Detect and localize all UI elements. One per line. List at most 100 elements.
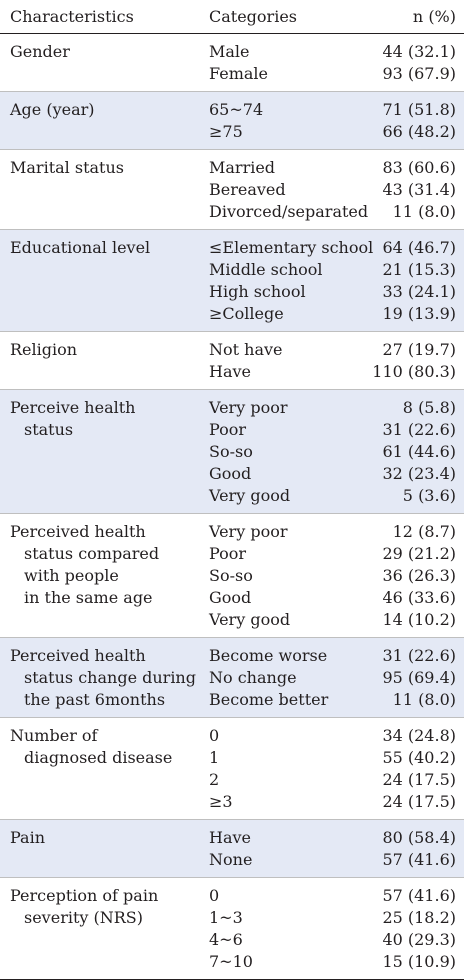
table-row: Not have 27 (19.7) — [0, 339, 464, 361]
characteristic-label-line: status change during — [24, 668, 196, 687]
count-percent-cell: 29 (21.2) — [382, 544, 456, 563]
table-group: Perceive health status Very poor 8 (5.8) Poo… — [0, 390, 464, 514]
table-row: Have 80 (58.4) — [0, 827, 464, 849]
characteristic-label-line: Pain — [10, 828, 46, 847]
category-cell: So-so — [209, 442, 253, 461]
table-row: Have 110 (80.3) — [0, 361, 464, 383]
table-row: 0 34 (24.8) — [0, 725, 464, 747]
table-row: Divorced/separated 11 (8.0) — [0, 201, 464, 223]
table-group: Marital status Married 83 (60.6) Bereaved 43… — [0, 150, 464, 230]
header-characteristics: Characteristics — [10, 7, 134, 26]
table-row: ≥College 19 (13.9) — [0, 303, 464, 325]
table-group: Religion Not have 27 (19.7) Have 110 (80.3) — [0, 332, 464, 390]
category-cell: Very good — [209, 610, 291, 629]
count-percent-cell: 46 (33.6) — [382, 588, 456, 607]
characteristic-label-line: with people — [24, 566, 119, 585]
table-row: Poor 29 (21.2) — [0, 543, 464, 565]
category-cell: No change — [209, 668, 297, 687]
characteristic-label: Educational level — [10, 237, 200, 259]
table-row: 7~10 15 (10.9) — [0, 951, 464, 973]
count-percent-cell: 31 (22.6) — [382, 420, 456, 439]
characteristic-label-line: diagnosed disease — [24, 748, 173, 767]
count-percent-cell: 44 (32.1) — [382, 42, 456, 61]
category-cell: Bereaved — [209, 180, 286, 199]
category-cell: ≥College — [209, 304, 284, 323]
characteristic-label-line: status compared — [24, 544, 160, 563]
table-row: 4~6 40 (29.3) — [0, 929, 464, 951]
table-group: Number of diagnosed disease 0 34 (24.8) 1 55 … — [0, 718, 464, 820]
table-row: Very good 14 (10.2) — [0, 609, 464, 631]
table-row: Become worse 31 (22.6) — [0, 645, 464, 667]
category-cell: 65~74 — [209, 100, 264, 119]
count-percent-cell: 5 (3.6) — [402, 486, 456, 505]
count-percent-cell: 110 (80.3) — [372, 362, 456, 381]
count-percent-cell: 64 (46.7) — [382, 238, 456, 257]
count-percent-cell: 24 (17.5) — [382, 770, 456, 789]
table-group: Perception of pain severity (NRS) 0 57 (41.… — [0, 878, 464, 980]
category-cell: Female — [209, 64, 268, 83]
characteristic-label-line: in the same age — [24, 588, 153, 607]
count-percent-cell: 66 (48.2) — [382, 122, 456, 141]
table-row: Married 83 (60.6) — [0, 157, 464, 179]
table-row: Very poor 12 (8.7) — [0, 521, 464, 543]
table-row: Male 44 (32.1) — [0, 41, 464, 63]
count-percent-cell: 40 (29.3) — [382, 930, 456, 949]
characteristic-label: Perceived health status compared with peop… — [10, 521, 200, 609]
count-percent-cell: 55 (40.2) — [382, 748, 456, 767]
category-cell: ≥3 — [209, 792, 233, 811]
table-row: Become better 11 (8.0) — [0, 689, 464, 711]
characteristic-label-line: Religion — [10, 340, 78, 359]
category-cell: ≥75 — [209, 122, 243, 141]
table-row: ≥3 24 (17.5) — [0, 791, 464, 813]
count-percent-cell: 57 (41.6) — [382, 850, 456, 869]
table-row: Poor 31 (22.6) — [0, 419, 464, 441]
count-percent-cell: 57 (41.6) — [382, 886, 456, 905]
table-row: ≥75 66 (48.2) — [0, 121, 464, 143]
characteristic-label-line: Perceived health — [10, 646, 146, 665]
category-cell: Married — [209, 158, 276, 177]
category-cell: Very poor — [209, 522, 288, 541]
table-group: Gender Male 44 (32.1) Female 93 (67.9) — [0, 34, 464, 92]
category-cell: 2 — [209, 770, 220, 789]
count-percent-cell: 11 (8.0) — [392, 202, 456, 221]
table-row: So-so 61 (44.6) — [0, 441, 464, 463]
count-percent-cell: 24 (17.5) — [382, 792, 456, 811]
category-cell: Have — [209, 362, 251, 381]
category-cell: Become better — [209, 690, 329, 709]
table-row: 0 57 (41.6) — [0, 885, 464, 907]
category-cell: ≤Elementary school — [209, 238, 374, 257]
count-percent-cell: 61 (44.6) — [382, 442, 456, 461]
table-row: Good 46 (33.6) — [0, 587, 464, 609]
characteristic-label-line: status — [24, 420, 74, 439]
characteristic-label-line: Educational level — [10, 238, 151, 257]
characteristic-label: Pain — [10, 827, 200, 849]
characteristic-label-line: Number of — [10, 726, 98, 745]
count-percent-cell: 11 (8.0) — [392, 690, 456, 709]
table-row: None 57 (41.6) — [0, 849, 464, 871]
table-row: Good 32 (23.4) — [0, 463, 464, 485]
characteristic-label: Marital status — [10, 157, 200, 179]
table-group: Age (year) 65~74 71 (51.8) ≥75 66 (48.2) — [0, 92, 464, 150]
category-cell: Divorced/separated — [209, 202, 369, 221]
category-cell: 4~6 — [209, 930, 243, 949]
category-cell: Middle school — [209, 260, 323, 279]
count-percent-cell: 27 (19.7) — [382, 340, 456, 359]
characteristic-label: Perceived health status change during the … — [10, 645, 200, 711]
category-cell: None — [209, 850, 253, 869]
count-percent-cell: 19 (13.9) — [382, 304, 456, 323]
count-percent-cell: 8 (5.8) — [402, 398, 456, 417]
category-cell: Very good — [209, 486, 291, 505]
table-row: So-so 36 (26.3) — [0, 565, 464, 587]
category-cell: 1~3 — [209, 908, 243, 927]
count-percent-cell: 15 (10.9) — [382, 952, 456, 971]
characteristic-label-line: Perceived health — [10, 522, 146, 541]
table-group: Educational level ≤Elementary school 64 (4… — [0, 230, 464, 332]
count-percent-cell: 34 (24.8) — [382, 726, 456, 745]
count-percent-cell: 43 (31.4) — [382, 180, 456, 199]
category-cell: Have — [209, 828, 251, 847]
category-cell: 7~10 — [209, 952, 253, 971]
count-percent-cell: 12 (8.7) — [392, 522, 456, 541]
count-percent-cell: 14 (10.2) — [382, 610, 456, 629]
table-header: Characteristics Categories n (%) — [0, 0, 464, 34]
